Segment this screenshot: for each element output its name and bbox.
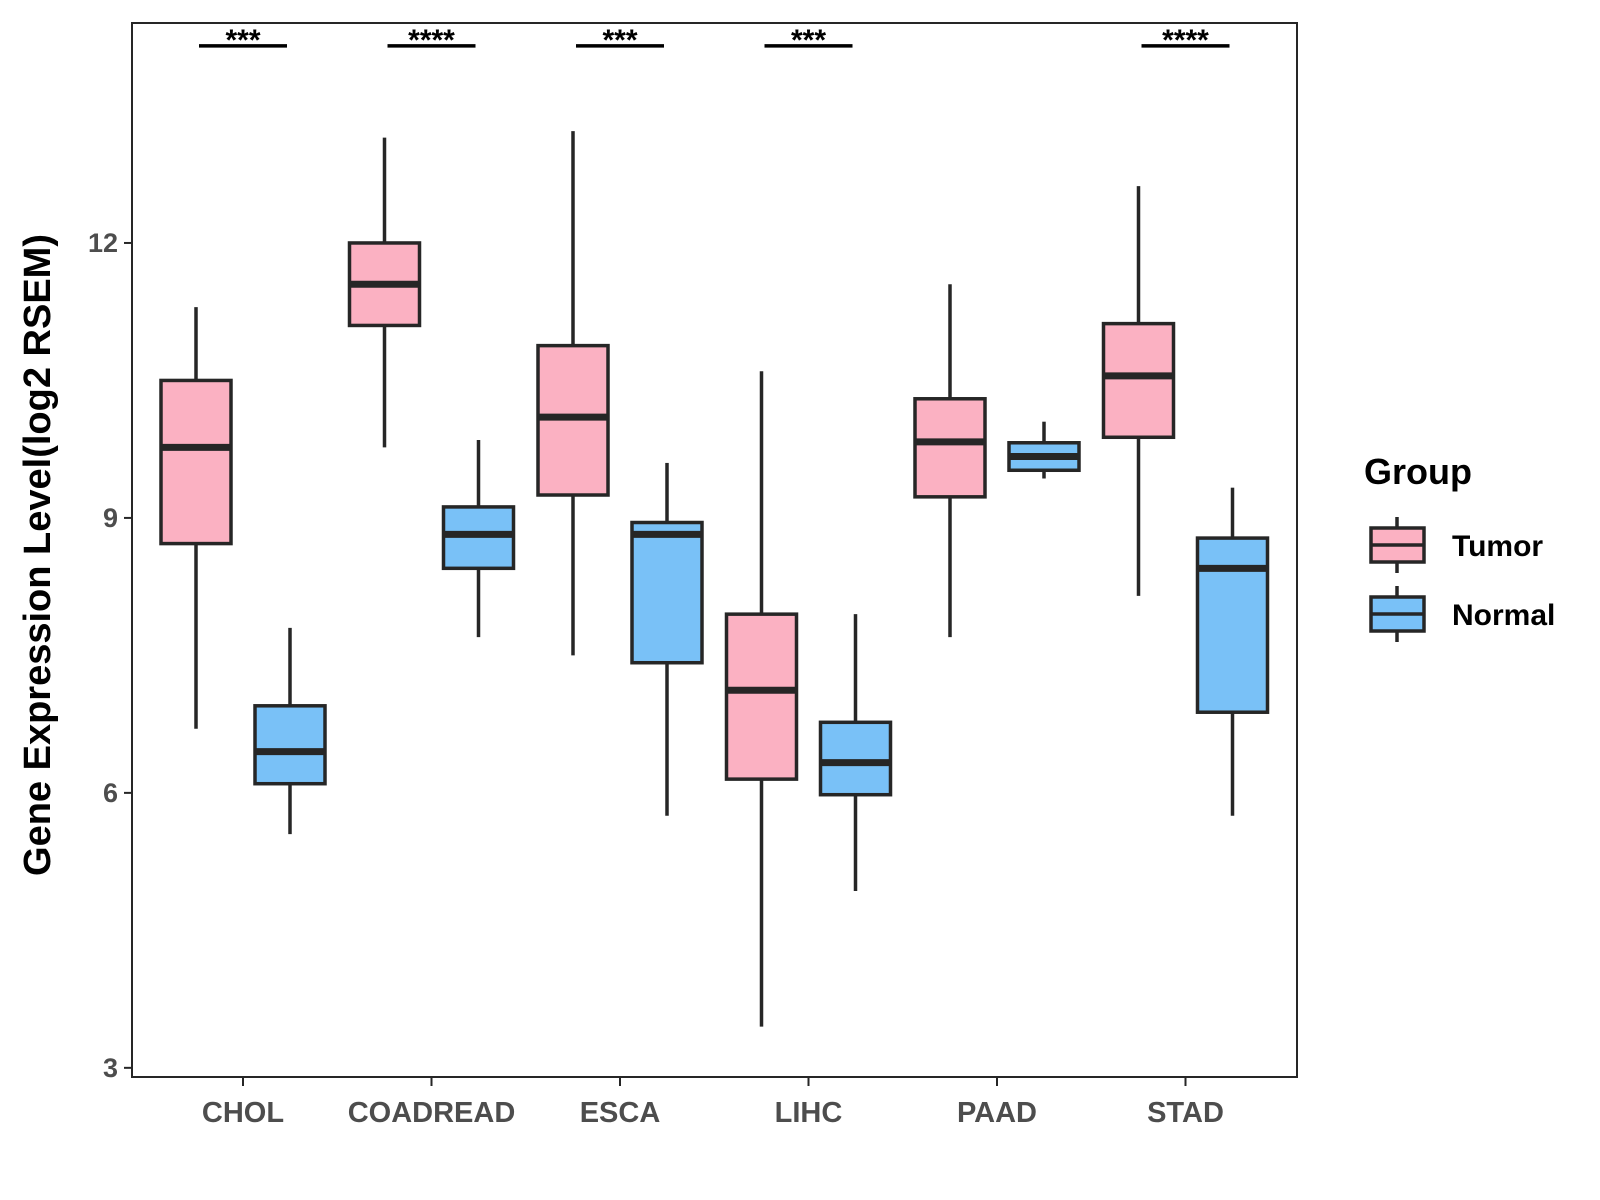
box-normal-chol	[253, 627, 327, 835]
box-iqr	[253, 704, 327, 786]
legend: Group Tumor Normal	[1364, 451, 1555, 642]
x-tick-label: COADREAD	[348, 1097, 516, 1129]
box-iqr	[159, 378, 233, 546]
box-iqr	[913, 397, 987, 499]
box-tumor-esca	[536, 131, 610, 656]
legend-key-normal	[1369, 586, 1426, 642]
legend-label-tumor: Tumor	[1452, 530, 1543, 563]
x-tick-label: STAD	[1147, 1097, 1224, 1129]
y-axis-title: Gene Expression Level(log2 RSEM)	[17, 234, 59, 876]
significance-label: ***	[225, 24, 260, 57]
box-iqr	[1195, 536, 1270, 714]
box-tumor-coadread	[347, 137, 422, 448]
significance-label: ****	[408, 24, 455, 57]
significance-layer: *** **** *** *** ****	[199, 24, 1230, 57]
box-tumor-paad	[913, 284, 987, 638]
significance-label: ***	[791, 24, 826, 57]
legend-title: Group	[1364, 451, 1472, 492]
x-tick-label: LIHC	[775, 1097, 843, 1129]
box-tumor-stad	[1101, 186, 1176, 596]
box-normal-paad	[1007, 421, 1081, 479]
y-tick-label: 9	[103, 503, 118, 533]
box-iqr	[724, 612, 799, 781]
plot-panel-border	[131, 22, 1298, 1078]
x-tick-label: ESCA	[580, 1097, 661, 1129]
axes-layer: 3 6 9 12 CHOL COADREAD ESCA LIHC PAAD STAD	[88, 228, 1224, 1129]
legend-key-tumor	[1369, 517, 1426, 573]
boxes-layer	[159, 131, 1270, 1027]
box-normal-esca	[630, 462, 704, 816]
y-tick-label: 12	[88, 228, 118, 258]
legend-label-normal: Normal	[1452, 599, 1555, 632]
y-tick-label: 3	[103, 1053, 118, 1083]
significance-label: ****	[1162, 24, 1209, 57]
y-tick-label: 6	[103, 778, 118, 808]
box-normal-stad	[1195, 487, 1270, 816]
box-tumor-chol	[159, 307, 233, 729]
box-iqr	[630, 520, 704, 665]
box-tumor-lihc	[724, 371, 799, 1027]
box-normal-coadread	[441, 440, 516, 638]
x-tick-label: PAAD	[957, 1097, 1037, 1129]
box-normal-lihc	[818, 614, 893, 891]
box-iqr	[818, 720, 893, 797]
plot-area	[131, 22, 1298, 1078]
significance-label: ***	[602, 24, 637, 57]
box-iqr	[1101, 321, 1176, 440]
x-tick-label: CHOL	[202, 1097, 284, 1129]
